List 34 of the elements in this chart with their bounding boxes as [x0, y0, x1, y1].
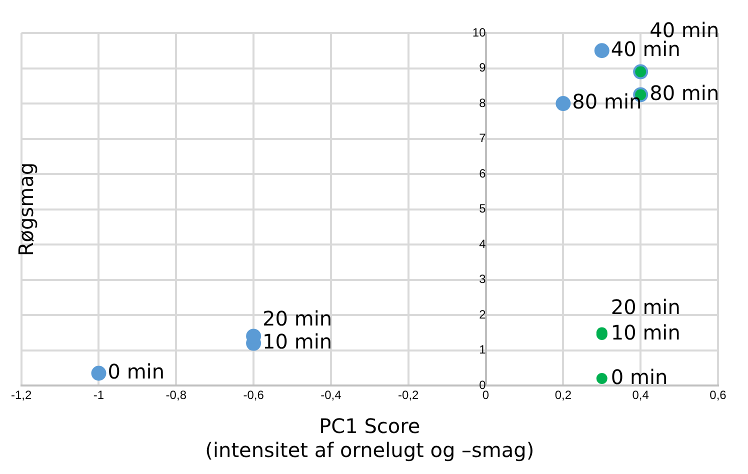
x-tick-label: -0,8 [166, 388, 187, 402]
y-tick-label: 8 [479, 96, 486, 110]
annotation: 20 min [262, 306, 332, 330]
point [594, 43, 610, 58]
point [556, 96, 571, 112]
annotation: 10 min [610, 320, 680, 345]
y-tick-label: 1 [479, 342, 486, 357]
y-tick-label: 0 [479, 378, 486, 392]
y-tick-label: 2 [479, 307, 486, 322]
y-tick-label: 4 [479, 236, 486, 251]
annotation: 80 min [572, 90, 642, 114]
y-tick-label: 7 [479, 131, 486, 146]
y-axis-title: Røgsmag [14, 162, 38, 256]
x-tick-label: -0,6 [243, 388, 264, 402]
annotation: 80 min [650, 80, 720, 105]
y-tick-label: 3 [479, 272, 486, 286]
point [596, 373, 608, 384]
y-tick-label: 10 [472, 25, 486, 40]
x-tick-label: -0,2 [398, 388, 420, 402]
y-tick-label: 9 [479, 60, 486, 75]
x-axis-title: PC1 Score (intensitet af ornelugt og –smag) [205, 414, 534, 462]
x-tick-label: 0,4 [632, 388, 650, 402]
y-tick-label: 5 [479, 202, 486, 216]
x-tick-label: -1 [93, 388, 104, 402]
point [91, 366, 106, 381]
y-tick-label: 6 [479, 166, 486, 180]
annotation: 0 min [610, 364, 668, 389]
x-tick-label: -0,4 [320, 388, 342, 402]
x-tick-label: 0,2 [554, 388, 572, 402]
x-tick-label: 0,6 [710, 388, 727, 402]
annotation: 0 min [108, 359, 165, 384]
annotation: 20 min [610, 294, 680, 319]
x-tick-label: -1,2 [10, 388, 32, 402]
annotation: 10 min [262, 329, 332, 354]
